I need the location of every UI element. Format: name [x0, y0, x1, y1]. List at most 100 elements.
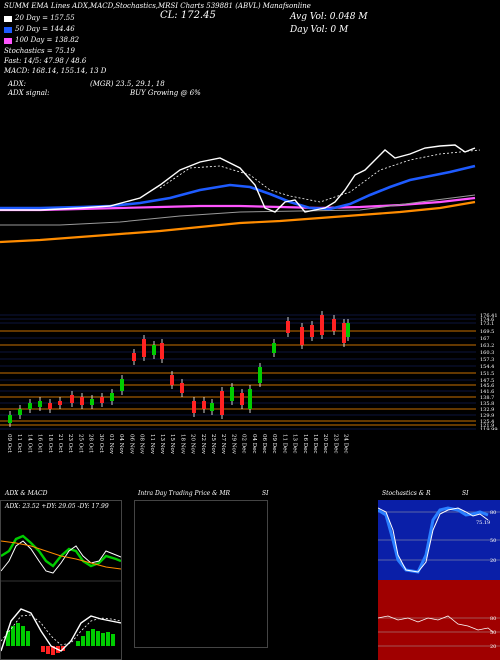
- date-label: 06 Nov: [128, 434, 134, 455]
- price-axis-label: 121.9: [480, 423, 494, 429]
- candle-down: [170, 375, 174, 385]
- date-label: 29 Nov: [230, 434, 236, 455]
- ema20-label: 20 Day = 157.55: [15, 14, 75, 22]
- macd-label: MACD: 168.14, 155.14, 13 D: [4, 67, 107, 75]
- price-axis-label: 167: [480, 336, 490, 342]
- date-label: 11 Nov: [149, 434, 155, 455]
- candle-down: [132, 353, 136, 361]
- stoch-level-20: 20: [490, 558, 496, 564]
- date-axis: 09 Oct 11 Oct 14 Oct 16 Oct 18 Oct 21 Oct 23 O…: [6, 434, 349, 455]
- mrsi-level-20: 20: [490, 644, 496, 650]
- macd-line: [1, 608, 121, 652]
- price-axis-label: 174.6: [480, 317, 494, 323]
- candle-up: [8, 415, 12, 423]
- ema20-dashed: [159, 149, 481, 203]
- adx-line: [1, 540, 121, 570]
- price-axis-label: 163.2: [480, 343, 494, 349]
- candle-up: [152, 345, 156, 355]
- candle-down: [342, 323, 346, 343]
- stoch-mrsi-panel: 80 50 20 80 50 20 75.19: [378, 500, 500, 660]
- ema20-swatch: [4, 16, 12, 22]
- price-axis-label: 125.4: [480, 419, 494, 425]
- adx-panel-values: ADX: 23.52 +DY: 29.05 -DY: 17.99: [5, 503, 109, 510]
- date-label: 13 Nov: [159, 434, 165, 455]
- date-label: 20 Dec: [322, 434, 328, 454]
- candle-up: [18, 409, 22, 415]
- legend: 20 Day = 157.55 50 Day = 144.46 100 Day …: [4, 14, 106, 77]
- price-axis-label: 151.5: [480, 371, 494, 377]
- date-label: 23 Dec: [332, 434, 338, 454]
- adx-plus-line: [1, 534, 121, 568]
- price-axis-label: 160.3: [480, 350, 494, 356]
- header-title: SUMM EMA Lines ADX,MACD,Stochastics,MRSI…: [4, 2, 311, 10]
- candle-down: [220, 391, 224, 415]
- candle-down: [332, 319, 336, 331]
- price-axis-label: 141.6: [480, 389, 494, 395]
- date-label: 09 Dec: [271, 434, 277, 454]
- candle-up: [38, 401, 42, 407]
- date-label: 28 Oct: [88, 434, 94, 453]
- candle-down: [240, 393, 244, 405]
- adx-label: ADX:: [8, 80, 27, 88]
- adx-macd-panel: [0, 500, 122, 660]
- date-label: 23 Oct: [67, 434, 73, 453]
- date-label: 18 Nov: [179, 434, 185, 455]
- intraday-si: SI: [262, 490, 269, 497]
- ema-chart: [0, 144, 481, 244]
- mrsi-level-50: 50: [490, 630, 496, 636]
- date-label: 11 Dec: [281, 434, 287, 454]
- date-label: 16 Oct: [37, 434, 43, 453]
- ema50-swatch: [4, 27, 12, 33]
- date-label: 21 Oct: [57, 434, 63, 453]
- candle-down: [300, 327, 304, 345]
- price-axis-label: 169.5: [480, 329, 494, 335]
- fast-label: Fast: 14/5: 47.98 / 48.6: [4, 57, 87, 65]
- date-label: 20 Nov: [190, 434, 196, 455]
- date-label: 27 Nov: [220, 434, 226, 455]
- date-label: 06 Dec: [261, 434, 267, 454]
- candle-up: [272, 343, 276, 353]
- candle-up: [346, 323, 350, 337]
- adx-panel-title: ADX & MACD: [5, 490, 48, 497]
- date-label: 13 Dec: [292, 434, 298, 454]
- candle-up: [120, 379, 124, 391]
- candle-down: [180, 383, 184, 393]
- candle-up: [258, 367, 262, 383]
- date-label: 18 Dec: [312, 434, 318, 454]
- macd-histogram: [6, 623, 115, 655]
- candle-down: [160, 343, 164, 359]
- price-axis-label: 157.3: [480, 357, 494, 363]
- candle-up: [248, 389, 252, 409]
- price-axis-label: 154.4: [480, 364, 494, 370]
- close-price: CL: 172.45: [160, 10, 216, 21]
- intraday-title: Intra Day Trading Price & MR: [138, 490, 231, 497]
- date-label: 25 Nov: [210, 434, 216, 455]
- price-axis-label: 135.8: [480, 401, 494, 407]
- candle-down: [48, 403, 52, 409]
- date-label: 01 Nov: [108, 434, 114, 455]
- candle-down: [310, 325, 314, 337]
- ema100-shadow: [0, 194, 476, 226]
- date-label: 25 Oct: [77, 434, 83, 453]
- adx-signal-label: ADX signal:: [8, 89, 50, 97]
- ema100-swatch: [4, 38, 12, 44]
- macd-signal: [1, 614, 121, 646]
- stoch-d-line: [378, 507, 489, 573]
- intraday-panel: [134, 500, 268, 648]
- price-axis-label: 176.41: [480, 313, 498, 319]
- mrsi-level-80: 80: [490, 616, 496, 622]
- stoch-si: SI: [462, 490, 469, 497]
- price-axis-label: 119.99: [480, 427, 498, 430]
- price-axis-label: 173.1: [480, 321, 494, 327]
- date-label: 30 Oct: [98, 434, 104, 453]
- price-axis-label: 145.6: [480, 383, 494, 389]
- avg-volume: Avg Vol: 0.048 M: [290, 12, 368, 22]
- date-label: 04 Nov: [118, 434, 124, 455]
- candle-down: [320, 315, 324, 335]
- day-volume: Day Vol: 0 M: [290, 25, 349, 35]
- date-label: 15 Nov: [169, 434, 175, 455]
- ema50-label: 50 Day = 144.46: [15, 25, 75, 33]
- date-label: 08 Nov: [139, 434, 145, 455]
- stoch-level-50: 50: [490, 538, 496, 544]
- candle-down: [202, 401, 206, 409]
